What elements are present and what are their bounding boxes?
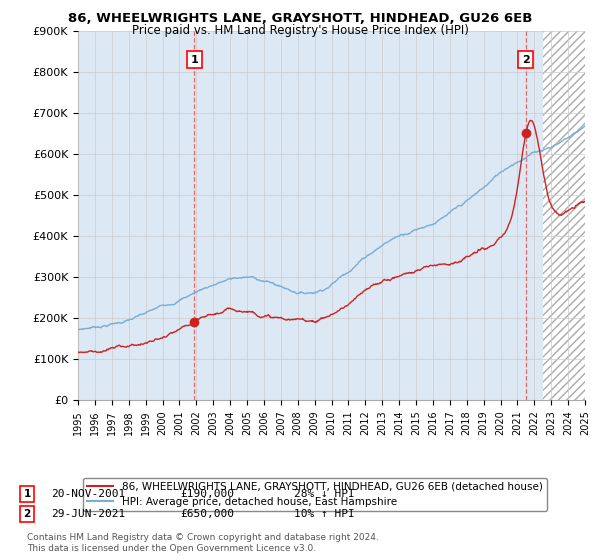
- Text: £190,000: £190,000: [180, 489, 234, 499]
- Text: 2: 2: [23, 509, 31, 519]
- Legend: 86, WHEELWRIGHTS LANE, GRAYSHOTT, HINDHEAD, GU26 6EB (detached house), HPI: Aver: 86, WHEELWRIGHTS LANE, GRAYSHOTT, HINDHE…: [83, 478, 547, 511]
- Text: 20-NOV-2001: 20-NOV-2001: [51, 489, 125, 499]
- Text: 2: 2: [522, 54, 530, 64]
- Text: 29-JUN-2021: 29-JUN-2021: [51, 509, 125, 519]
- Text: Contains HM Land Registry data © Crown copyright and database right 2024.
This d: Contains HM Land Registry data © Crown c…: [27, 533, 379, 553]
- Bar: [543, 31, 585, 400]
- Text: 10% ↑ HPI: 10% ↑ HPI: [294, 509, 355, 519]
- Text: Price paid vs. HM Land Registry's House Price Index (HPI): Price paid vs. HM Land Registry's House …: [131, 24, 469, 37]
- Text: 1: 1: [23, 489, 31, 499]
- Text: £650,000: £650,000: [180, 509, 234, 519]
- Bar: [78, 31, 543, 400]
- Text: 28% ↓ HPI: 28% ↓ HPI: [294, 489, 355, 499]
- Text: 1: 1: [191, 54, 199, 64]
- Text: 86, WHEELWRIGHTS LANE, GRAYSHOTT, HINDHEAD, GU26 6EB: 86, WHEELWRIGHTS LANE, GRAYSHOTT, HINDHE…: [68, 12, 532, 25]
